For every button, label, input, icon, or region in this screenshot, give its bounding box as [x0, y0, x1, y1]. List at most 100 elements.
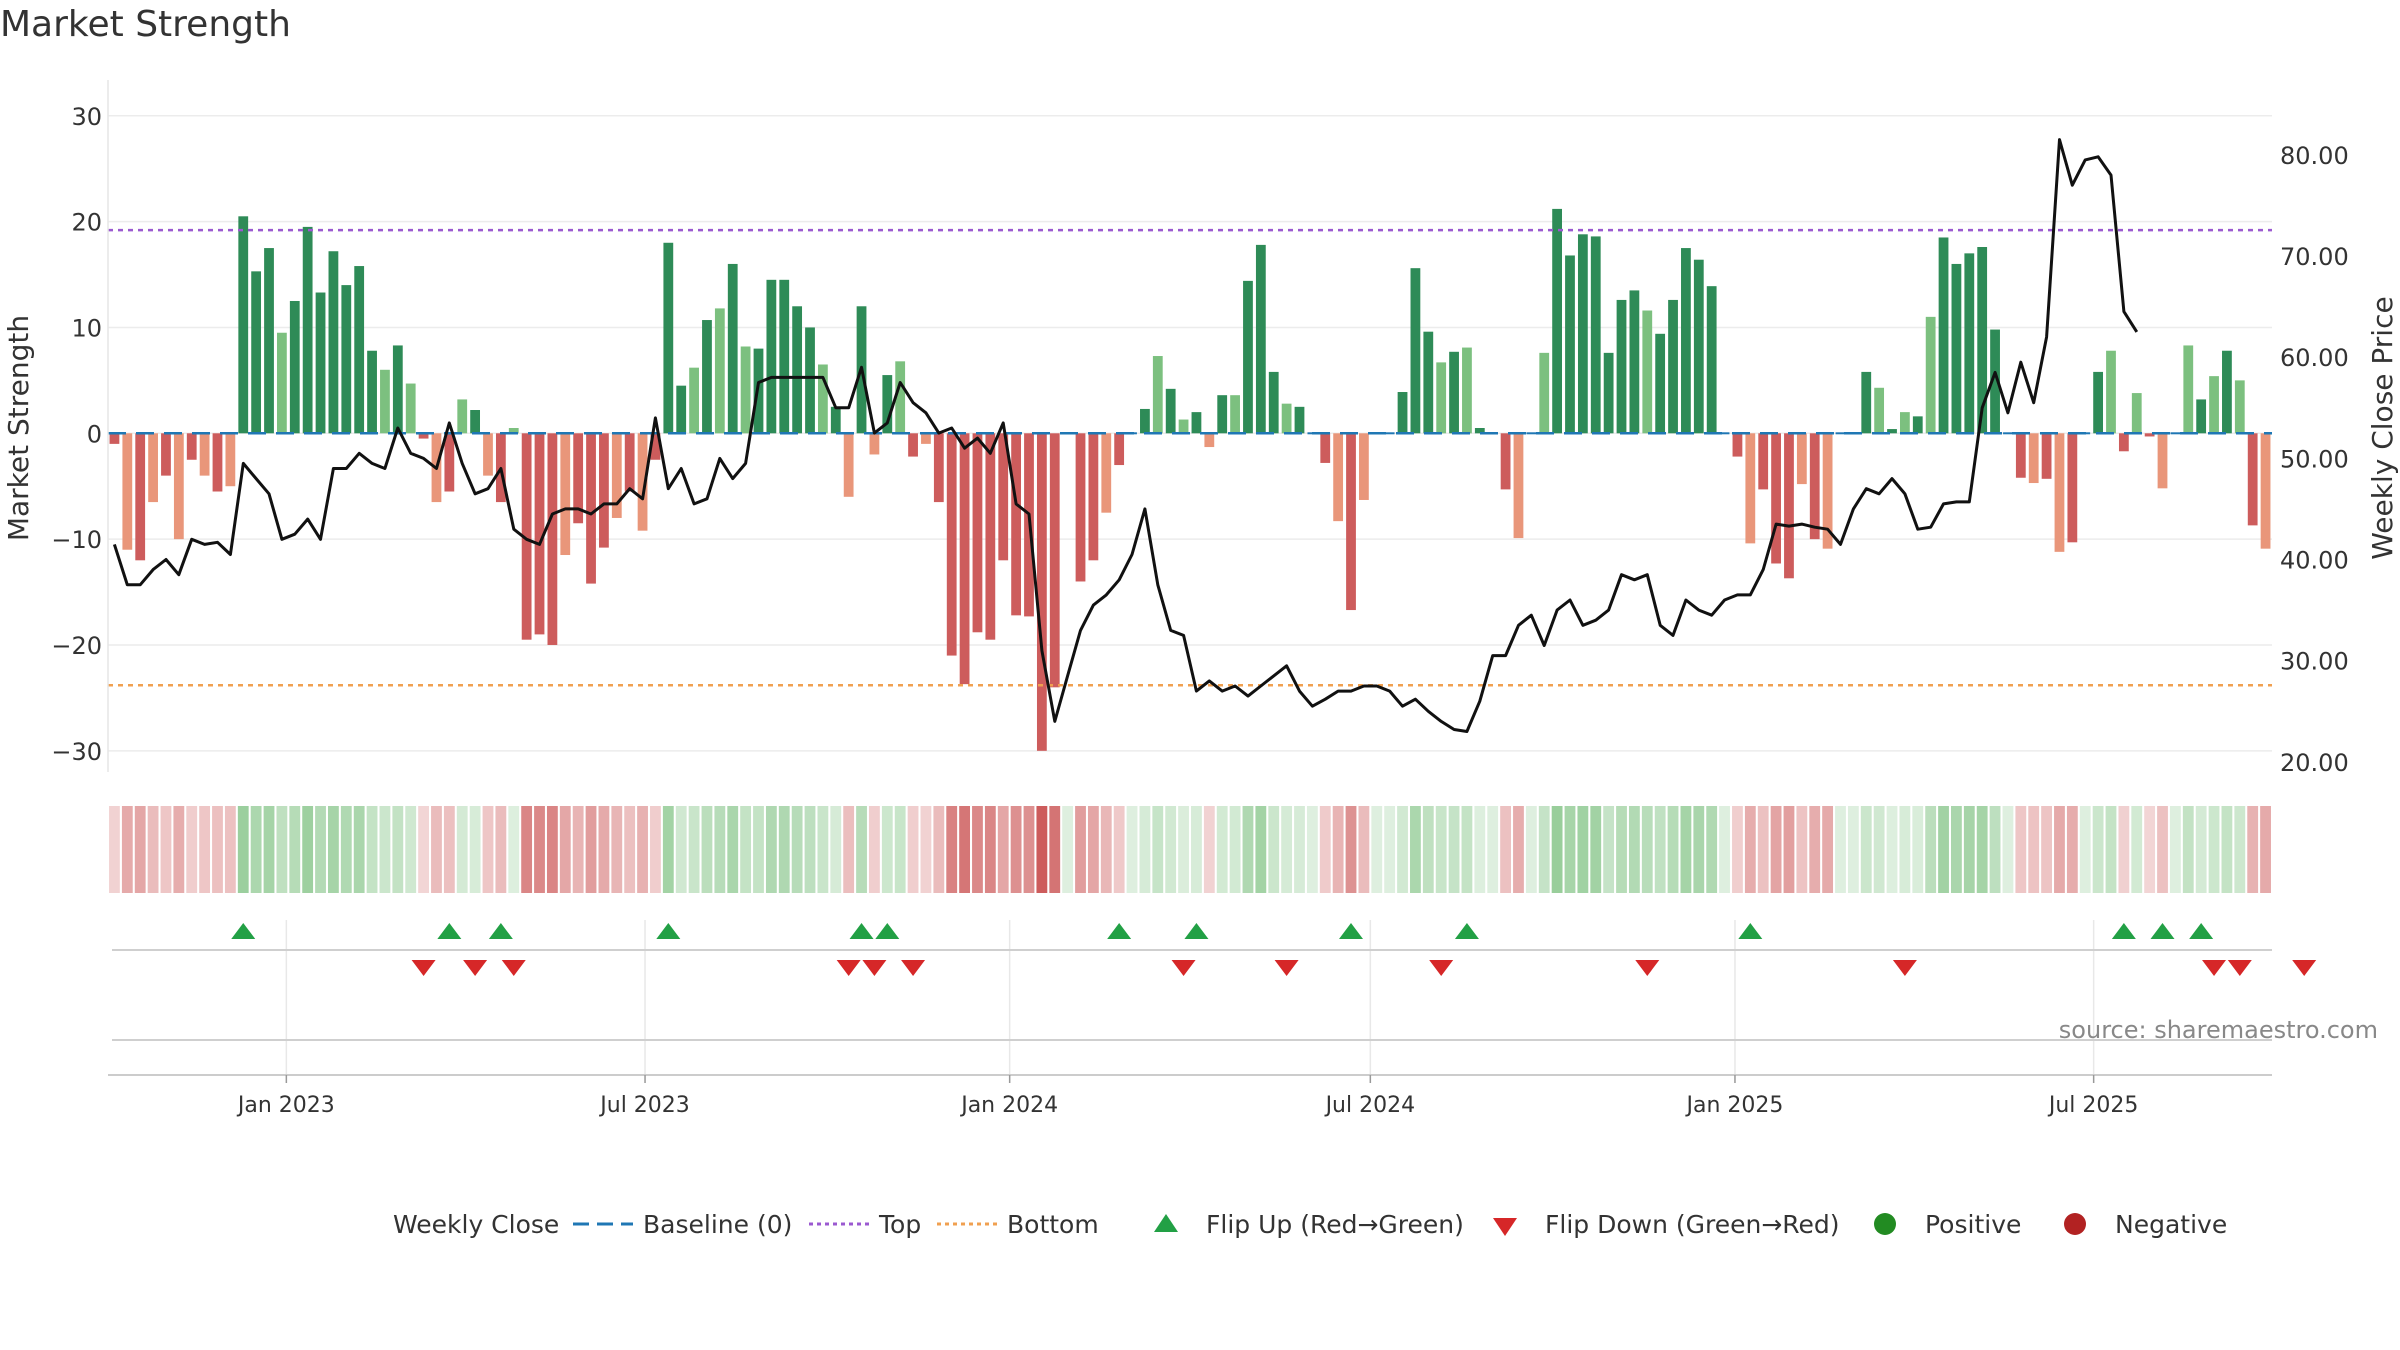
heat-cell — [2092, 806, 2104, 893]
heat-cell — [546, 806, 558, 893]
strength-bar — [2015, 433, 2026, 478]
heat-cell — [1693, 806, 1705, 893]
flip-down-marker — [901, 960, 926, 976]
strength-bar — [328, 251, 339, 434]
strength-bar — [405, 383, 416, 434]
strength-bar — [212, 433, 223, 492]
strength-bar — [199, 433, 210, 476]
strength-bar — [367, 350, 377, 434]
heat-cell — [1487, 806, 1499, 893]
heat-cell — [946, 806, 958, 893]
heat-cell — [1847, 806, 1859, 893]
heat-cell — [263, 806, 275, 893]
strength-bar — [792, 306, 803, 434]
heat-cell — [2144, 806, 2156, 893]
heat-cell — [2131, 806, 2143, 893]
heat-cell — [1242, 806, 1254, 893]
heat-cell — [1165, 806, 1177, 893]
strength-bar — [663, 242, 674, 434]
heat-cell — [1822, 806, 1834, 893]
strength-bar — [1887, 429, 1897, 434]
strength-bar — [611, 433, 622, 518]
heat-cell — [443, 806, 455, 893]
strength-bar — [1758, 433, 1769, 490]
heat-cell — [817, 806, 829, 893]
heat-cell — [134, 806, 146, 893]
heat-cell — [727, 806, 739, 893]
strength-bar — [457, 399, 468, 434]
x-tick-label: Jul 2023 — [598, 1093, 690, 1118]
heat-cell — [1603, 806, 1615, 893]
strength-bar — [1011, 433, 1022, 616]
heat-cell — [1152, 806, 1164, 893]
strength-bar — [895, 361, 906, 434]
heat-cell — [778, 806, 790, 893]
heat-cell — [1835, 806, 1846, 893]
legend-swatch — [2064, 1213, 2086, 1235]
strength-bar — [908, 433, 918, 457]
heat-cell — [1216, 806, 1228, 893]
strength-bar — [1320, 433, 1331, 463]
strength-bar — [315, 292, 326, 434]
legend-label: Flip Down (Green→Red) — [1545, 1210, 1840, 1239]
strength-bar — [1500, 433, 1511, 490]
strength-bar — [418, 433, 429, 439]
heat-cell — [340, 806, 352, 893]
heat-cell — [1049, 806, 1061, 893]
flip-down-marker — [1635, 960, 1660, 976]
strength-bar — [599, 433, 609, 548]
strength-bar — [1410, 268, 1421, 434]
strength-bar — [1912, 416, 1923, 434]
heat-cell — [2169, 806, 2181, 893]
heat-cell — [688, 806, 700, 893]
strength-bar — [1243, 280, 1253, 434]
heat-cell — [2054, 806, 2065, 893]
heat-cell — [302, 806, 314, 893]
heat-cell — [495, 806, 507, 893]
heat-cell — [1538, 806, 1550, 893]
gridlines — [108, 115, 2272, 1075]
heat-cell — [701, 806, 713, 893]
heat-cell — [1474, 806, 1486, 893]
heat-cell — [1229, 806, 1241, 893]
heat-cell — [2079, 806, 2091, 893]
strength-bar — [1861, 371, 1872, 434]
strength-bar — [2222, 350, 2232, 434]
heat-cell — [1912, 806, 1924, 893]
strength-bar — [1152, 356, 1163, 434]
heat-cell — [572, 806, 584, 893]
strength-bar — [1088, 433, 1099, 561]
strength-bar — [946, 433, 957, 656]
heat-cell — [250, 806, 262, 893]
strength-bar — [1565, 255, 1575, 434]
strength-bar — [1603, 352, 1614, 434]
flip-down-marker — [1274, 960, 1299, 976]
strength-bar — [392, 345, 403, 434]
heat-cell — [2157, 806, 2168, 893]
heat-cell — [972, 806, 983, 893]
strength-bar — [869, 433, 880, 455]
close-line-group — [112, 138, 2139, 733]
strength-bar — [817, 364, 828, 434]
heat-cell — [328, 806, 339, 893]
strength-bar — [1333, 433, 1344, 522]
strength-bar — [1449, 351, 1459, 434]
strength-bar — [1964, 253, 1975, 434]
heat-cell — [843, 806, 855, 893]
strength-bar — [2144, 433, 2155, 437]
y2-tick-label: 40.00 — [2280, 547, 2349, 575]
strength-bar — [830, 406, 841, 434]
heat-cell — [1976, 806, 1988, 893]
heat-cell — [418, 806, 429, 893]
strength-bar — [959, 433, 970, 685]
legend-label: Baseline (0) — [643, 1210, 792, 1239]
heat-cell — [379, 806, 391, 893]
legend-label: Positive — [1925, 1210, 2021, 1239]
y-tick-label: −20 — [51, 632, 102, 660]
strength-bar — [2247, 433, 2258, 526]
strength-bar — [470, 410, 481, 434]
strength-bar — [251, 271, 262, 434]
heat-cell — [1384, 806, 1396, 893]
strength-bar — [1423, 331, 1434, 434]
heat-cell — [1010, 806, 1022, 893]
